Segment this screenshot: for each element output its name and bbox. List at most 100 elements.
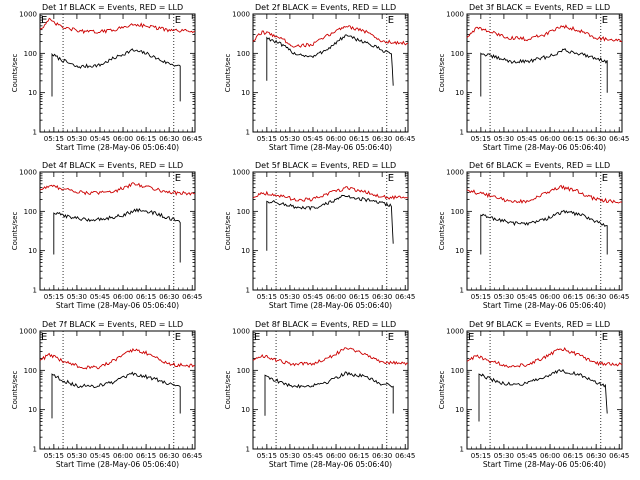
panel-title: Det 5f BLACK = Events, RED = LLD <box>255 161 396 170</box>
x-tick-label: 05:15 <box>471 452 491 460</box>
y-tick-label: 1 <box>246 129 250 137</box>
x-tick-label: 06:45 <box>182 293 202 301</box>
y-tick-label: 10 <box>455 247 464 255</box>
x-tick-label: 06:00 <box>540 293 560 301</box>
y-tick-label: 10 <box>241 89 250 97</box>
plot-frame <box>39 330 196 450</box>
y-axis-label: Counts/sec <box>224 54 232 93</box>
x-tick-label: 06:30 <box>586 452 606 460</box>
y-axis-label: Counts/sec <box>438 371 446 410</box>
x-tick-label: 06:00 <box>326 452 346 460</box>
x-tick-label: 05:15 <box>44 293 64 301</box>
y-axis-label: Counts/sec <box>438 54 446 93</box>
x-axis-label: Start Time (28-May-06 05:06:40) <box>483 143 606 152</box>
x-tick-label: 05:15 <box>257 293 277 301</box>
y-tick-label: 1000 <box>19 328 37 336</box>
x-tick-label: 05:15 <box>471 293 491 301</box>
panel-5: Det 5f BLACK = Events, RED = LLD 1 10 100 10… <box>224 161 415 310</box>
y-tick-label: 10 <box>455 406 464 414</box>
plot-frame <box>252 330 409 450</box>
x-tick-label: 06:30 <box>159 135 179 143</box>
y-tick-label: 1 <box>460 446 464 454</box>
y-tick-label: 10 <box>28 89 37 97</box>
events-series-line <box>53 207 181 263</box>
x-tick-label: 05:45 <box>90 293 110 301</box>
x-tick-label: 06:30 <box>372 293 392 301</box>
events-series-line <box>264 371 394 416</box>
y-tick-label: 1000 <box>232 169 250 177</box>
event-marker: E <box>602 332 608 343</box>
x-tick-label: 06:45 <box>609 452 629 460</box>
x-tick-label: 05:30 <box>67 452 87 460</box>
panel-title: Det 6f BLACK = Events, RED = LLD <box>469 161 610 170</box>
y-tick-label: 100 <box>24 50 37 58</box>
x-tick-label: 06:00 <box>113 452 133 460</box>
panel-2: Det 2f BLACK = Events, RED = LLD 1 10 100 10… <box>224 3 415 152</box>
x-tick-label: 06:45 <box>609 293 629 301</box>
x-axis-label: Start Time (28-May-06 05:06:40) <box>269 460 392 469</box>
event-marker: E <box>175 173 181 184</box>
y-tick-label: 1000 <box>232 11 250 19</box>
panel-7: Det 7f BLACK = Events, RED = LLD 1 10 100 10… <box>11 320 202 469</box>
y-tick-label: 1 <box>246 446 250 454</box>
plot-frame <box>466 330 623 450</box>
x-tick-label: 05:45 <box>517 293 537 301</box>
panel-1: Det 1f BLACK = Events, RED = LLD 1 10 100 10… <box>11 3 202 152</box>
lld-series-line <box>252 347 409 367</box>
panel-8: Det 8f BLACK = Events, RED = LLD 1 10 100 10… <box>224 320 415 469</box>
x-tick-label: 05:30 <box>494 293 514 301</box>
lld-series-line <box>39 182 195 196</box>
y-tick-label: 100 <box>451 367 464 375</box>
x-axis-label: Start Time (28-May-06 05:06:40) <box>269 301 392 310</box>
x-tick-label: 05:30 <box>494 135 514 143</box>
event-marker: E <box>602 15 608 26</box>
event-marker: E <box>602 173 608 184</box>
events-series-line <box>480 48 608 97</box>
y-tick-label: 1000 <box>19 11 37 19</box>
x-tick-label: 06:15 <box>136 293 156 301</box>
panel-title: Det 2f BLACK = Events, RED = LLD <box>255 3 396 12</box>
y-axis-label: Counts/sec <box>11 54 19 93</box>
x-tick-label: 05:45 <box>90 135 110 143</box>
plot-frame <box>39 171 196 291</box>
events-series-line <box>51 371 181 419</box>
x-tick-label: 06:15 <box>563 452 583 460</box>
y-axis-label: Counts/sec <box>11 212 19 251</box>
event-marker: E <box>254 332 260 343</box>
x-tick-label: 05:30 <box>67 135 87 143</box>
y-tick-label: 100 <box>237 50 250 58</box>
event-marker: E <box>388 15 394 26</box>
x-tick-label: 05:15 <box>257 135 277 143</box>
x-tick-label: 06:00 <box>326 135 346 143</box>
lld-series-line <box>466 184 623 204</box>
lld-series-line <box>466 24 623 42</box>
x-tick-label: 05:30 <box>494 452 514 460</box>
y-tick-label: 1000 <box>19 169 37 177</box>
y-tick-label: 1 <box>246 287 250 295</box>
x-tick-label: 06:30 <box>586 135 606 143</box>
y-tick-label: 100 <box>24 367 37 375</box>
y-axis-label: Counts/sec <box>438 212 446 251</box>
x-tick-label: 06:30 <box>586 293 606 301</box>
y-tick-label: 1000 <box>446 11 464 19</box>
x-tick-label: 06:30 <box>372 452 392 460</box>
x-axis-label: Start Time (28-May-06 05:06:40) <box>483 301 606 310</box>
events-series-line <box>51 48 181 102</box>
x-tick-label: 06:15 <box>136 452 156 460</box>
panel-title: Det 9f BLACK = Events, RED = LLD <box>469 320 610 329</box>
y-tick-label: 1 <box>460 129 464 137</box>
x-tick-label: 05:45 <box>303 293 323 301</box>
plot-frame <box>252 13 409 133</box>
event-marker: E <box>41 15 47 26</box>
lld-series-line <box>39 347 196 370</box>
y-tick-label: 10 <box>241 247 250 255</box>
event-marker: E <box>175 15 181 26</box>
plot-frame <box>466 171 623 291</box>
x-tick-label: 05:30 <box>280 135 300 143</box>
events-series-line <box>480 209 608 255</box>
event-marker: E <box>388 173 394 184</box>
x-tick-label: 06:15 <box>349 135 369 143</box>
y-axis-label: Counts/sec <box>224 212 232 251</box>
y-tick-label: 100 <box>237 208 250 216</box>
